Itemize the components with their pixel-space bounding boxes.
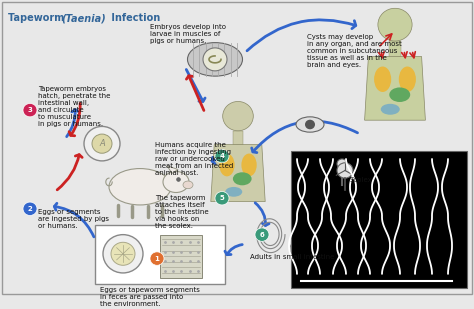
Ellipse shape <box>183 181 193 189</box>
Text: Adults in small intestine: Adults in small intestine <box>250 254 334 260</box>
FancyBboxPatch shape <box>291 151 467 288</box>
Ellipse shape <box>290 242 300 256</box>
Circle shape <box>337 159 347 168</box>
Ellipse shape <box>389 87 410 102</box>
Circle shape <box>92 134 112 153</box>
Circle shape <box>337 163 353 178</box>
FancyBboxPatch shape <box>389 41 401 57</box>
Circle shape <box>23 104 37 117</box>
Ellipse shape <box>399 66 416 92</box>
FancyBboxPatch shape <box>160 235 202 278</box>
Ellipse shape <box>109 168 171 205</box>
Circle shape <box>84 126 120 161</box>
Circle shape <box>111 242 135 265</box>
Text: Eggs or tapeworm segments
in feces are passed into
the environment.: Eggs or tapeworm segments in feces are p… <box>100 287 200 307</box>
Circle shape <box>215 150 229 163</box>
Polygon shape <box>167 166 178 173</box>
Text: Cysts may develop
in any organ, and are most
common in subcutaneous
tissue as we: Cysts may develop in any organ, and are … <box>307 33 402 68</box>
Circle shape <box>203 48 227 71</box>
Text: 6: 6 <box>260 232 264 238</box>
Ellipse shape <box>374 66 391 92</box>
Text: Tapeworm: Tapeworm <box>8 13 68 23</box>
Text: Scolex: Scolex <box>350 177 373 183</box>
Circle shape <box>150 252 164 265</box>
Text: 1: 1 <box>155 256 159 262</box>
Circle shape <box>23 202 37 215</box>
Ellipse shape <box>188 43 243 76</box>
Circle shape <box>378 8 412 41</box>
Ellipse shape <box>225 187 242 197</box>
Ellipse shape <box>381 104 400 115</box>
Text: 5: 5 <box>219 195 224 201</box>
Text: Infection: Infection <box>108 13 160 23</box>
Text: 3: 3 <box>27 107 32 113</box>
FancyBboxPatch shape <box>95 225 225 285</box>
Ellipse shape <box>219 154 235 176</box>
Text: The tapeworm
attaches itself
to the intestine
via hooks on
the scolex.: The tapeworm attaches itself to the inte… <box>155 195 209 229</box>
Polygon shape <box>211 145 265 201</box>
Ellipse shape <box>296 117 324 132</box>
Circle shape <box>255 228 269 241</box>
Text: Tapeworm embryos
hatch, penetrate the
intestinal wall,
and circulate
to musculat: Tapeworm embryos hatch, penetrate the in… <box>38 86 110 127</box>
Circle shape <box>305 120 315 129</box>
Ellipse shape <box>241 154 257 176</box>
Text: Humans acquire the
infection by ingesting
raw or undercooked
meat from an infect: Humans acquire the infection by ingestin… <box>155 142 233 176</box>
Text: (Taenia): (Taenia) <box>61 13 106 23</box>
Ellipse shape <box>233 172 252 185</box>
Text: 4: 4 <box>219 153 225 159</box>
Text: A: A <box>99 139 105 148</box>
Circle shape <box>215 192 229 205</box>
Polygon shape <box>365 57 425 120</box>
Text: Embryos develop into
larvae in muscles of
pigs or humans.: Embryos develop into larvae in muscles o… <box>150 24 226 44</box>
Ellipse shape <box>163 171 189 193</box>
FancyBboxPatch shape <box>233 131 243 146</box>
Text: Eggs or segments
are ingested by pigs
or humans.: Eggs or segments are ingested by pigs or… <box>38 209 109 229</box>
Text: 2: 2 <box>27 206 32 212</box>
Circle shape <box>223 101 253 131</box>
Circle shape <box>103 235 143 273</box>
